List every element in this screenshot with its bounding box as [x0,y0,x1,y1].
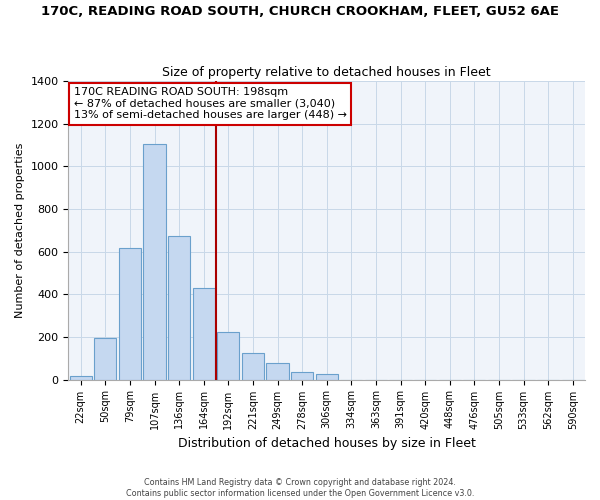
Bar [94,338,116,380]
Bar [242,353,264,380]
Text: 170C READING ROAD SOUTH: 198sqm
← 87% of detached houses are smaller (3,040)
13%: 170C READING ROAD SOUTH: 198sqm ← 87% of… [74,87,347,120]
Bar [217,332,239,380]
Bar [316,374,338,380]
Bar [168,236,190,380]
Bar [70,376,92,380]
Text: Contains HM Land Registry data © Crown copyright and database right 2024.
Contai: Contains HM Land Registry data © Crown c… [126,478,474,498]
Bar [291,372,313,380]
Bar [119,248,141,380]
Y-axis label: Number of detached properties: Number of detached properties [15,142,25,318]
Bar [266,362,289,380]
Title: Size of property relative to detached houses in Fleet: Size of property relative to detached ho… [163,66,491,78]
Bar [143,144,166,380]
Text: 170C, READING ROAD SOUTH, CHURCH CROOKHAM, FLEET, GU52 6AE: 170C, READING ROAD SOUTH, CHURCH CROOKHA… [41,5,559,18]
X-axis label: Distribution of detached houses by size in Fleet: Distribution of detached houses by size … [178,437,476,450]
Bar [193,288,215,380]
